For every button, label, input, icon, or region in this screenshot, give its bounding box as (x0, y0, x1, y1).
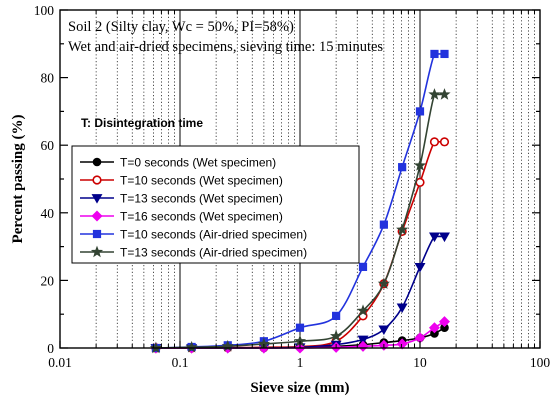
data-point (439, 232, 450, 243)
annotation-soil: Soil 2 (Silty clay, Wc = 50%, PI=58%) (68, 19, 294, 35)
y-axis-label: Percent passing (%) (10, 115, 26, 244)
data-point (356, 304, 370, 317)
y-tick-label: 80 (41, 71, 55, 86)
legend-label: T=10 seconds (Wet specimen) (120, 174, 283, 188)
y-tick-label: 20 (41, 273, 55, 288)
data-point (358, 262, 368, 271)
legend-label: T=16 seconds (Wet specimen) (120, 210, 283, 224)
y-tick-label: 40 (41, 206, 55, 221)
data-point (428, 88, 441, 100)
annotation-specimens: Wet and air-dried specimens, sieving tim… (68, 39, 383, 55)
data-point (357, 335, 369, 346)
data-point (428, 322, 440, 334)
legend-box (71, 145, 360, 264)
legend: T=0 seconds (Wet specimen) T=10 seconds (… (71, 145, 360, 264)
y-tick-label: 60 (41, 138, 55, 153)
data-point (413, 159, 427, 171)
legend-marker (92, 175, 102, 185)
annotation-disintegration: T: Disintegration time (81, 116, 203, 130)
data-point (377, 277, 390, 289)
data-point (357, 340, 369, 352)
data-point (439, 137, 450, 147)
legend-marker (91, 210, 103, 222)
legend-marker (92, 157, 102, 167)
data-point (440, 49, 449, 59)
data-point (429, 232, 440, 243)
legend-marker (90, 245, 104, 258)
data-point (396, 303, 408, 314)
legend-marker (91, 194, 103, 204)
data-point (332, 311, 341, 320)
legend-entry: T=0 seconds (Wet specimen) (80, 156, 276, 170)
data-point (396, 338, 408, 350)
legend-label: T=0 seconds (Wet specimen) (120, 156, 276, 170)
y-tick-label: 100 (34, 3, 55, 18)
series-layer (149, 49, 451, 354)
data-point (414, 262, 426, 273)
data-point (378, 325, 390, 336)
data-point (438, 88, 451, 100)
data-point (396, 223, 409, 235)
data-point (429, 137, 440, 147)
tick-layer: 0.01 0.1 1 10 100 0 20 40 60 80 100 (34, 3, 550, 370)
legend-entry: T=10 seconds (Wet specimen) (80, 174, 283, 188)
data-point (295, 323, 305, 332)
legend-entry: T=16 seconds (Wet specimen) (80, 210, 283, 224)
x-tick-label: 1 (297, 355, 304, 370)
legend-label: T=13 seconds (Wet specimen) (120, 192, 283, 206)
x-tick-label: 100 (530, 355, 550, 370)
x-axis-label: Sieve size (mm) (250, 380, 349, 396)
data-point (430, 49, 439, 59)
data-point (330, 329, 343, 342)
x-tick-label: 0.1 (172, 355, 189, 370)
data-point (398, 163, 407, 172)
data-point (415, 107, 425, 116)
legend-entry: T=13 seconds (Wet specimen) (80, 192, 283, 206)
legend-label: T=10 seconds (Air-dried specimen) (120, 228, 307, 242)
data-point (379, 220, 388, 229)
legend-entry: T=10 seconds (Air-dried specimen) (80, 228, 307, 242)
y-tick-label: 0 (47, 341, 54, 356)
data-point (438, 316, 451, 328)
x-tick-label: 0.01 (48, 355, 72, 370)
legend-entry: T=13 seconds (Air-dried specimen) (80, 246, 307, 260)
data-point (415, 177, 425, 187)
data-point (185, 340, 198, 353)
series-6 (149, 88, 451, 354)
legend-label: T=13 seconds (Air-dried specimen) (120, 246, 307, 260)
legend-marker (92, 229, 102, 239)
x-tick-label: 10 (413, 355, 427, 370)
